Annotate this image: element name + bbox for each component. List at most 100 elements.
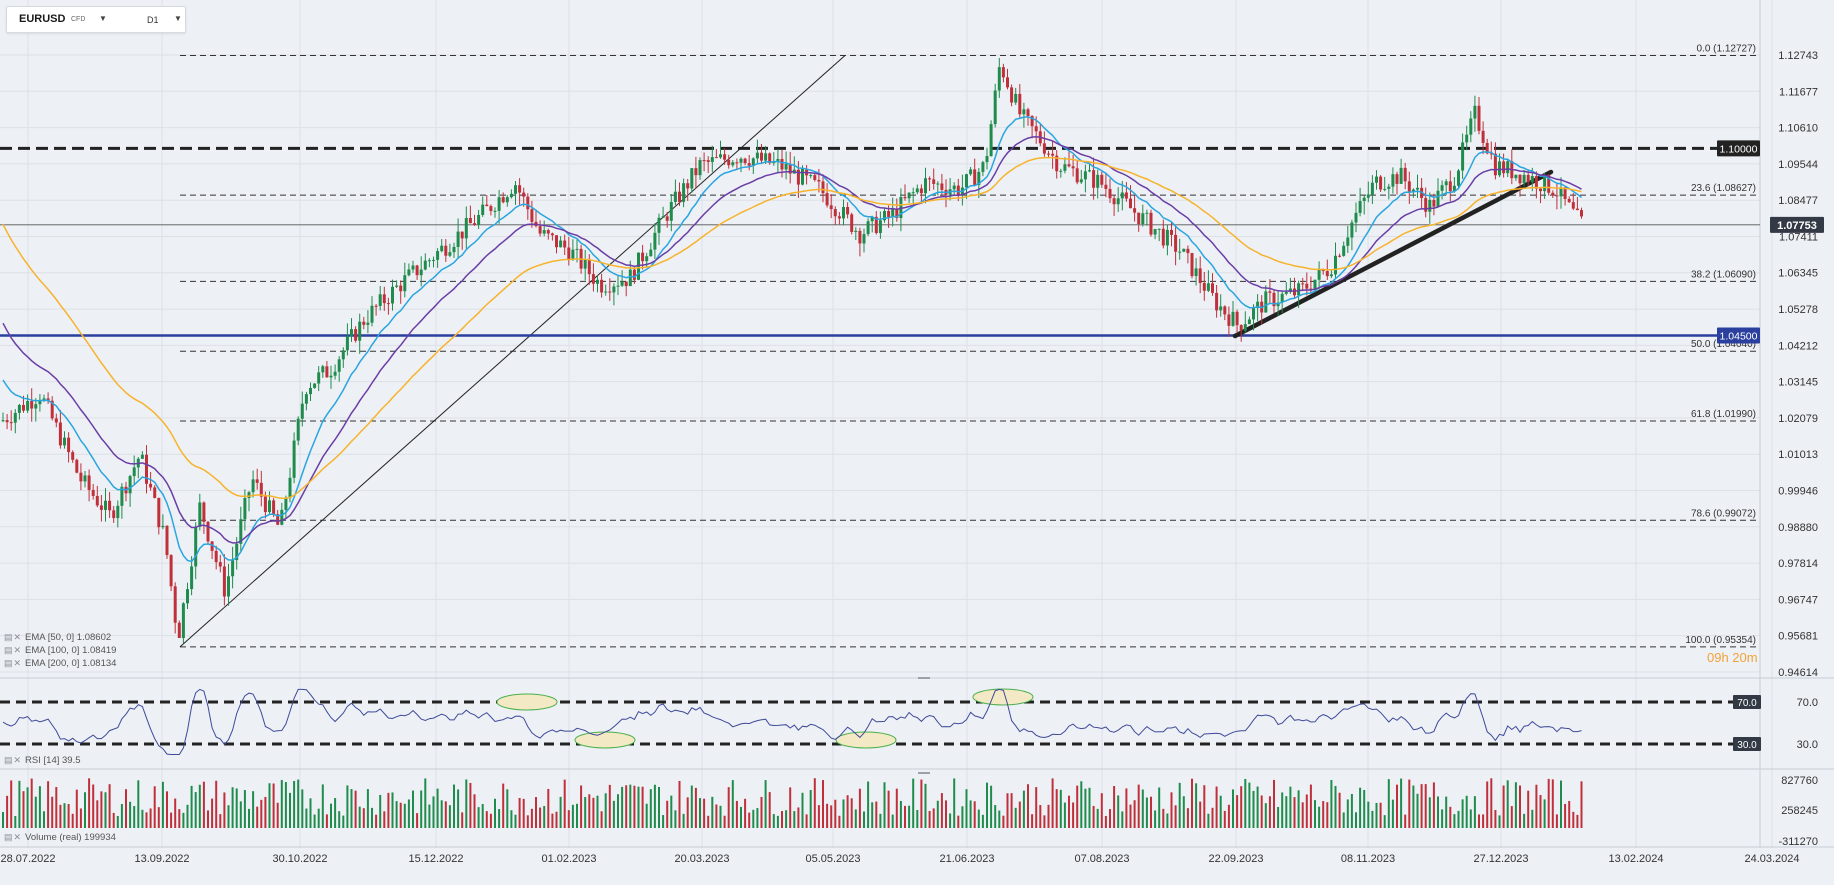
- candle-body: [218, 562, 222, 567]
- chevron-down-icon[interactable]: ▼: [174, 14, 182, 23]
- candle-body: [1539, 188, 1542, 192]
- volume-bar: [522, 798, 525, 828]
- volume-bar: [858, 788, 861, 828]
- volume-bar: [1100, 793, 1103, 828]
- candle-body: [1129, 198, 1132, 209]
- volume-bar: [1145, 797, 1148, 828]
- volume-bar: [727, 787, 730, 828]
- volume-bar: [1305, 794, 1308, 828]
- candle-body: [333, 371, 337, 376]
- settings-close-icon[interactable]: ▤✕: [4, 645, 23, 655]
- volume-bar: [1125, 788, 1128, 828]
- candle-body: [1522, 174, 1526, 184]
- candle-body: [1223, 306, 1227, 315]
- volume-bar: [1256, 786, 1259, 828]
- volume-bar: [895, 788, 898, 828]
- volume-bar: [1068, 795, 1070, 828]
- volume-bar: [317, 808, 320, 828]
- candle-body: [419, 269, 423, 276]
- timeframe-label[interactable]: D1: [147, 15, 159, 25]
- candle-body: [518, 185, 522, 193]
- symbol-selector[interactable]: EURUSD CFD ▼ D1 ▼: [6, 6, 186, 33]
- volume-bar: [412, 790, 414, 828]
- price-axis-label: 1.04212: [1778, 340, 1818, 352]
- volume-bar: [1326, 802, 1329, 828]
- volume-bar: [276, 802, 279, 828]
- volume-bar: [1334, 785, 1337, 828]
- candle-body: [1083, 171, 1087, 180]
- volume-bar: [580, 785, 583, 828]
- volume-bar: [662, 815, 665, 828]
- volume-bar: [813, 778, 816, 828]
- candle-body: [104, 500, 107, 510]
- volume-bar: [498, 809, 501, 828]
- volume-bar: [1047, 804, 1050, 828]
- volume-bar: [1240, 786, 1243, 828]
- volume-bar: [1342, 812, 1345, 828]
- volume-bar: [1109, 809, 1111, 828]
- volume-bar: [834, 799, 837, 828]
- volume-bar: [1084, 788, 1087, 828]
- price-axis-label: 1.06345: [1778, 268, 1818, 280]
- settings-close-icon[interactable]: ▤✕: [4, 632, 23, 642]
- rsi-highlight: [496, 693, 558, 711]
- candle-body: [952, 185, 956, 190]
- volume-bar: [945, 800, 947, 828]
- date-axis-label: 22.09.2023: [1208, 853, 1263, 865]
- date-axis-label: 13.02.2024: [1608, 853, 1663, 865]
- volume-bar: [1092, 805, 1095, 828]
- rsi-highlight: [574, 731, 636, 749]
- candle-body: [788, 163, 792, 174]
- candle-body: [784, 163, 788, 170]
- volume-bar: [608, 784, 611, 828]
- candle-body: [452, 246, 456, 253]
- candle-body: [165, 525, 169, 556]
- candle-body: [1272, 292, 1276, 307]
- candle-body: [743, 158, 747, 164]
- volume-bar: [75, 789, 78, 828]
- candle-body: [977, 171, 981, 186]
- volume-bar: [477, 807, 480, 828]
- trendlines: [1232, 169, 1554, 339]
- candle-body: [1358, 201, 1362, 213]
- volume-bar: [1547, 778, 1550, 828]
- rsi-axis-label: 30.0: [1797, 739, 1818, 751]
- volume-bar: [1018, 801, 1021, 828]
- volume-bar: [1141, 789, 1144, 828]
- candle-body: [616, 285, 620, 287]
- candle-body: [669, 201, 673, 221]
- settings-close-icon[interactable]: ▤✕: [4, 658, 23, 668]
- volume-bar: [1203, 785, 1206, 828]
- candle-body: [317, 372, 321, 384]
- candle-body: [321, 366, 325, 373]
- candle-body: [194, 526, 198, 567]
- candle-body: [673, 191, 677, 202]
- candle-body: [108, 500, 112, 511]
- volume-bar: [1248, 782, 1251, 828]
- candle-body: [231, 560, 235, 577]
- volume-bar: [1535, 784, 1538, 828]
- volume-bar: [1457, 810, 1460, 828]
- volume-bar: [768, 792, 771, 828]
- volume-bar: [1014, 807, 1017, 828]
- volume-bar: [444, 801, 447, 828]
- candle-body: [870, 216, 874, 222]
- volume-bar: [248, 808, 250, 828]
- settings-close-icon[interactable]: ▤✕: [4, 832, 23, 842]
- volume-bar: [625, 785, 628, 828]
- candle-body: [1161, 228, 1165, 246]
- volume-bar: [383, 811, 386, 828]
- fib-level-label: 100.0 (0.95354): [1685, 635, 1756, 646]
- settings-close-icon[interactable]: ▤✕: [4, 755, 23, 765]
- volume-bar: [1215, 786, 1218, 828]
- candle-body: [95, 495, 99, 506]
- volume-bar: [1494, 809, 1497, 828]
- volume-bar: [473, 794, 476, 828]
- candle-body: [1416, 187, 1419, 190]
- volume-bar: [1445, 796, 1448, 828]
- chevron-down-icon[interactable]: ▼: [99, 14, 107, 23]
- volume-bar: [1539, 795, 1542, 828]
- volume-bar: [908, 805, 911, 828]
